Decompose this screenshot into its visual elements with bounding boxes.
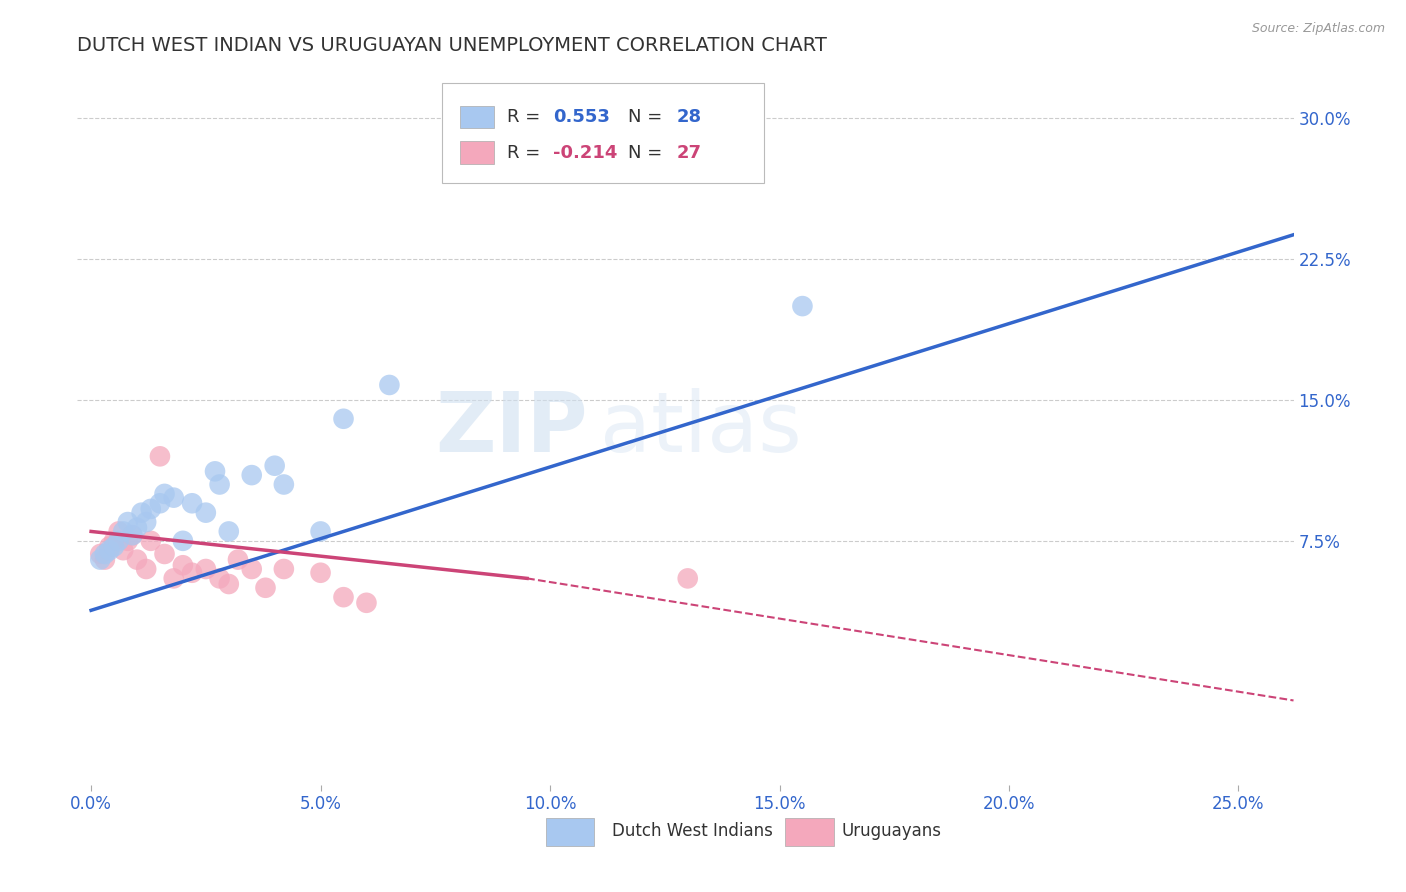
Point bbox=[172, 558, 194, 573]
Point bbox=[163, 571, 186, 585]
Point bbox=[153, 547, 176, 561]
Text: R =: R = bbox=[506, 144, 546, 161]
Text: N =: N = bbox=[628, 144, 668, 161]
Point bbox=[94, 547, 117, 561]
Point bbox=[309, 566, 332, 580]
Point bbox=[131, 506, 153, 520]
Point bbox=[263, 458, 285, 473]
Point bbox=[98, 543, 121, 558]
Point bbox=[135, 515, 157, 529]
Point bbox=[149, 450, 172, 464]
Point bbox=[153, 487, 176, 501]
Text: 27: 27 bbox=[676, 144, 702, 161]
Point bbox=[226, 552, 249, 566]
Point bbox=[139, 502, 162, 516]
Point bbox=[98, 540, 121, 554]
Point bbox=[194, 562, 217, 576]
Point bbox=[378, 378, 401, 392]
Point bbox=[125, 552, 148, 566]
FancyBboxPatch shape bbox=[785, 819, 834, 846]
Point bbox=[89, 547, 111, 561]
Point bbox=[332, 411, 354, 425]
Point bbox=[172, 533, 194, 548]
Point bbox=[309, 524, 332, 539]
Point bbox=[218, 524, 240, 539]
Point bbox=[112, 524, 135, 539]
Point bbox=[208, 571, 231, 585]
Point bbox=[135, 562, 157, 576]
Text: atlas: atlas bbox=[600, 388, 801, 468]
FancyBboxPatch shape bbox=[441, 84, 765, 184]
Point bbox=[163, 491, 186, 505]
Point bbox=[676, 571, 699, 585]
Point bbox=[273, 477, 295, 491]
FancyBboxPatch shape bbox=[460, 141, 495, 164]
Text: N =: N = bbox=[628, 108, 668, 126]
Point bbox=[204, 464, 226, 478]
Point bbox=[194, 506, 217, 520]
Text: R =: R = bbox=[506, 108, 546, 126]
Point bbox=[240, 562, 263, 576]
Point bbox=[792, 299, 814, 313]
Point bbox=[332, 590, 354, 604]
Point bbox=[149, 496, 172, 510]
Point bbox=[107, 533, 129, 548]
Text: 0.553: 0.553 bbox=[553, 108, 610, 126]
Text: Dutch West Indians: Dutch West Indians bbox=[613, 822, 773, 840]
FancyBboxPatch shape bbox=[460, 105, 495, 128]
Text: ZIP: ZIP bbox=[436, 388, 588, 468]
Point bbox=[117, 515, 139, 529]
Text: 28: 28 bbox=[676, 108, 702, 126]
Point bbox=[112, 543, 135, 558]
Point bbox=[121, 528, 143, 542]
Point bbox=[273, 562, 295, 576]
Point bbox=[254, 581, 277, 595]
Point bbox=[89, 552, 111, 566]
Point bbox=[218, 577, 240, 591]
Point bbox=[356, 596, 378, 610]
Point bbox=[139, 533, 162, 548]
Text: Uruguayans: Uruguayans bbox=[841, 822, 941, 840]
Point bbox=[240, 468, 263, 483]
Text: -0.214: -0.214 bbox=[553, 144, 617, 161]
Point bbox=[181, 496, 204, 510]
Point bbox=[121, 528, 143, 542]
Text: DUTCH WEST INDIAN VS URUGUAYAN UNEMPLOYMENT CORRELATION CHART: DUTCH WEST INDIAN VS URUGUAYAN UNEMPLOYM… bbox=[77, 36, 827, 54]
Text: Source: ZipAtlas.com: Source: ZipAtlas.com bbox=[1251, 22, 1385, 36]
Point bbox=[125, 521, 148, 535]
Point bbox=[103, 540, 125, 554]
Point bbox=[181, 566, 204, 580]
Point bbox=[103, 533, 125, 548]
Point bbox=[94, 552, 117, 566]
Point bbox=[107, 524, 129, 539]
FancyBboxPatch shape bbox=[546, 819, 595, 846]
Point bbox=[117, 533, 139, 548]
Point bbox=[208, 477, 231, 491]
